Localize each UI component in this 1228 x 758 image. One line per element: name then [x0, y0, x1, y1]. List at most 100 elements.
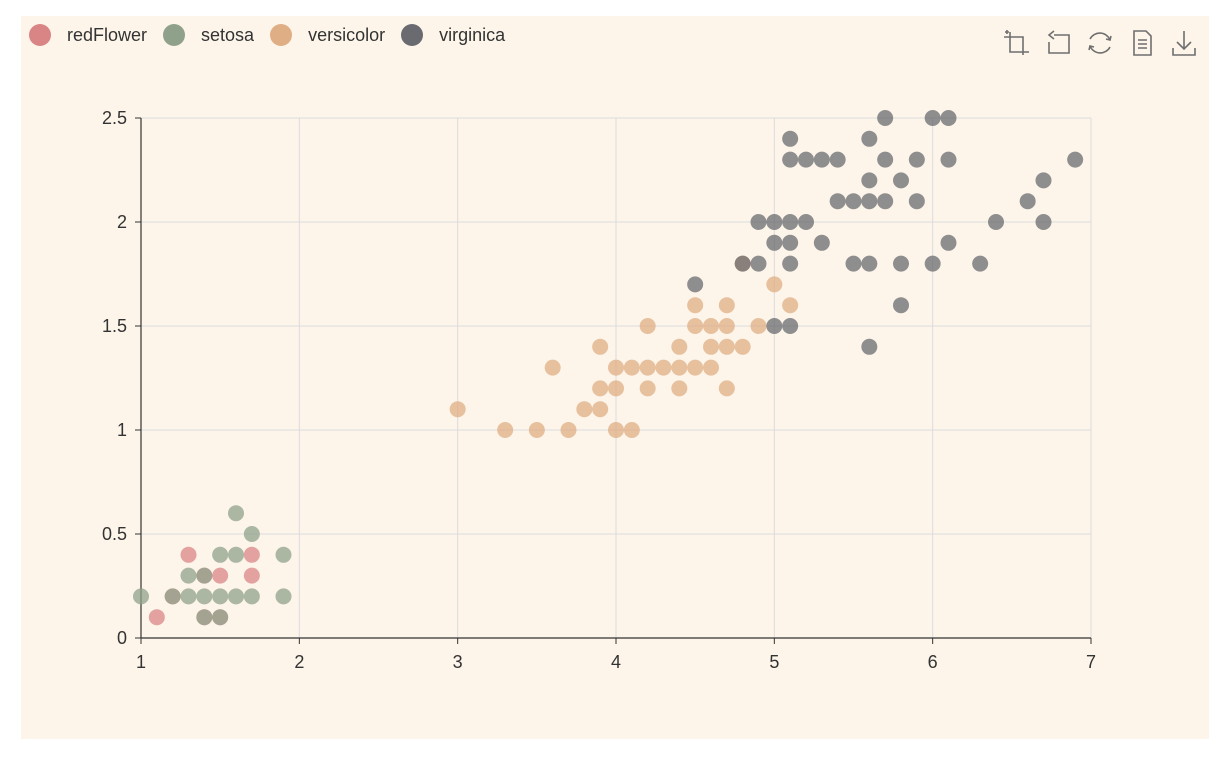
data-point-virginica[interactable] — [988, 214, 1004, 230]
legend-item-virginica[interactable]: virginica — [401, 24, 505, 46]
data-point-virginica[interactable] — [782, 130, 799, 147]
zoom-icon[interactable] — [1001, 28, 1031, 58]
data-point-virginica[interactable] — [861, 338, 878, 355]
data-point-virginica[interactable] — [798, 151, 814, 168]
legend-item-redflower[interactable]: redFlower — [29, 24, 147, 46]
data-point-virginica[interactable] — [861, 172, 878, 189]
data-point-versicolor[interactable] — [449, 401, 466, 418]
data-view-icon[interactable] — [1127, 28, 1157, 58]
data-point-virginica[interactable] — [766, 214, 783, 230]
data-point-versicolor[interactable] — [750, 318, 767, 334]
data-point-setosa[interactable] — [243, 588, 260, 605]
data-point-redflower[interactable] — [243, 546, 260, 563]
data-point-virginica[interactable] — [924, 110, 941, 126]
data-point-virginica[interactable] — [861, 255, 878, 272]
data-point-versicolor[interactable] — [608, 359, 624, 376]
data-point-virginica[interactable] — [861, 193, 878, 210]
data-point-redflower[interactable] — [180, 546, 197, 563]
data-point-setosa[interactable] — [275, 588, 292, 605]
data-point-versicolor[interactable] — [687, 318, 704, 334]
data-point-setosa[interactable] — [164, 588, 181, 605]
data-point-versicolor[interactable] — [639, 380, 656, 397]
data-point-virginica[interactable] — [687, 276, 704, 293]
data-point-setosa[interactable] — [133, 588, 149, 605]
data-point-virginica[interactable] — [877, 151, 894, 168]
data-point-setosa[interactable] — [228, 588, 244, 605]
data-point-versicolor[interactable] — [639, 359, 656, 376]
data-point-setosa[interactable] — [212, 588, 229, 605]
data-point-versicolor[interactable] — [639, 318, 656, 334]
data-point-versicolor[interactable] — [671, 380, 688, 397]
data-point-setosa[interactable] — [196, 609, 213, 626]
data-point-redflower[interactable] — [243, 567, 260, 584]
data-point-versicolor[interactable] — [671, 338, 688, 355]
data-point-setosa[interactable] — [196, 588, 213, 605]
data-point-virginica[interactable] — [908, 193, 925, 210]
data-point-versicolor[interactable] — [592, 338, 609, 355]
data-point-virginica[interactable] — [829, 193, 846, 210]
data-point-virginica[interactable] — [1035, 172, 1052, 189]
data-point-versicolor[interactable] — [528, 422, 545, 438]
data-point-virginica[interactable] — [766, 234, 783, 251]
data-point-versicolor[interactable] — [623, 422, 640, 438]
data-point-setosa[interactable] — [212, 546, 229, 563]
data-point-virginica[interactable] — [1067, 151, 1084, 168]
data-point-versicolor[interactable] — [623, 359, 640, 376]
data-point-versicolor[interactable] — [608, 422, 624, 438]
data-point-virginica[interactable] — [972, 255, 989, 272]
data-point-versicolor[interactable] — [718, 297, 735, 314]
data-point-versicolor[interactable] — [718, 380, 735, 397]
data-point-versicolor[interactable] — [782, 297, 799, 314]
data-point-versicolor[interactable] — [576, 401, 593, 418]
legend-item-versicolor[interactable]: versicolor — [270, 24, 385, 46]
data-point-virginica[interactable] — [798, 214, 814, 230]
data-point-virginica[interactable] — [813, 234, 830, 251]
data-point-setosa[interactable] — [228, 546, 244, 563]
data-point-setosa[interactable] — [180, 567, 197, 584]
data-point-versicolor[interactable] — [766, 276, 783, 293]
data-point-versicolor[interactable] — [703, 359, 719, 376]
data-point-versicolor[interactable] — [718, 338, 735, 355]
data-point-versicolor[interactable] — [592, 401, 609, 418]
data-point-virginica[interactable] — [1035, 214, 1052, 230]
data-point-versicolor[interactable] — [718, 318, 735, 334]
data-point-virginica[interactable] — [813, 151, 830, 168]
data-point-versicolor[interactable] — [560, 422, 577, 438]
data-point-virginica[interactable] — [829, 151, 846, 168]
data-point-versicolor[interactable] — [671, 359, 688, 376]
data-point-virginica[interactable] — [750, 255, 767, 272]
data-point-virginica[interactable] — [940, 234, 957, 251]
data-point-versicolor[interactable] — [734, 338, 751, 355]
data-point-virginica[interactable] — [893, 297, 909, 314]
data-point-virginica[interactable] — [782, 318, 799, 334]
data-point-virginica[interactable] — [782, 234, 799, 251]
data-point-virginica[interactable] — [782, 151, 799, 168]
data-point-setosa[interactable] — [196, 567, 213, 584]
data-point-virginica[interactable] — [877, 193, 894, 210]
data-point-virginica[interactable] — [845, 193, 862, 210]
data-point-virginica[interactable] — [845, 255, 862, 272]
data-point-virginica[interactable] — [924, 255, 941, 272]
legend-item-setosa[interactable]: setosa — [163, 24, 254, 46]
data-point-virginica[interactable] — [1019, 193, 1036, 210]
data-point-virginica[interactable] — [940, 151, 957, 168]
data-point-virginica[interactable] — [861, 130, 878, 147]
save-image-icon[interactable] — [1169, 28, 1199, 58]
data-point-redflower[interactable] — [148, 609, 165, 626]
data-point-virginica[interactable] — [734, 255, 751, 272]
data-point-virginica[interactable] — [893, 172, 909, 189]
data-point-versicolor[interactable] — [703, 318, 719, 334]
data-point-versicolor[interactable] — [608, 380, 624, 397]
data-point-versicolor[interactable] — [592, 380, 609, 397]
zoom-reset-icon[interactable] — [1043, 28, 1073, 58]
data-point-redflower[interactable] — [212, 567, 229, 584]
data-point-versicolor[interactable] — [687, 359, 704, 376]
data-point-setosa[interactable] — [212, 609, 229, 626]
data-point-setosa[interactable] — [275, 546, 292, 563]
data-point-versicolor[interactable] — [497, 422, 514, 438]
data-point-virginica[interactable] — [877, 110, 894, 126]
data-point-versicolor[interactable] — [703, 338, 719, 355]
data-point-virginica[interactable] — [908, 151, 925, 168]
data-point-versicolor[interactable] — [544, 359, 561, 376]
data-point-versicolor[interactable] — [687, 297, 704, 314]
